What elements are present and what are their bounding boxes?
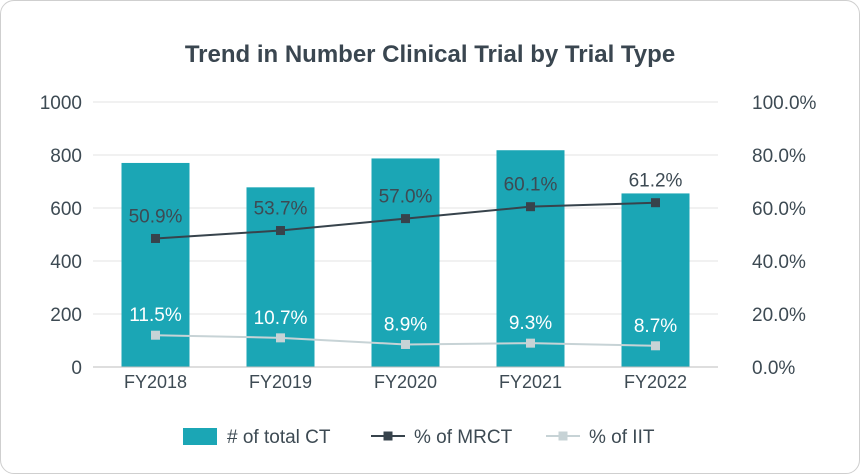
bar xyxy=(496,150,565,367)
mrct-marker xyxy=(151,233,160,243)
y-left-tick-label: 0 xyxy=(71,358,82,379)
y-left-tick-label: 600 xyxy=(50,199,82,220)
x-tick-label: FY2018 xyxy=(124,372,187,392)
y-right-tick-label: 60.0% xyxy=(752,199,806,220)
mrct-marker xyxy=(401,214,410,224)
iit-marker xyxy=(526,338,535,348)
x-tick-label: FY2022 xyxy=(624,372,687,392)
mrct-marker xyxy=(651,198,660,208)
y-right-tick-label: 20.0% xyxy=(752,305,806,326)
mrct-data-label: 53.7% xyxy=(254,199,308,220)
y-axis-right: 0.0% 20.0% 40.0% 60.0% 80.0% 100.0% xyxy=(752,93,817,379)
iit-data-label: 10.7% xyxy=(254,308,308,329)
x-axis: FY2018 FY2019 FY2020 FY2021 FY2022 xyxy=(93,366,718,392)
iit-data-label: 8.9% xyxy=(384,314,427,335)
mrct-marker xyxy=(526,202,535,212)
y-left-tick-label: 200 xyxy=(50,305,82,326)
iit-marker xyxy=(276,333,285,343)
y-right-tick-label: 100.0% xyxy=(752,93,817,114)
legend: # of total CT % of MRCT % of IIT xyxy=(183,427,655,448)
y-right-tick-label: 80.0% xyxy=(752,146,806,167)
legend-label-total-ct: # of total CT xyxy=(227,427,331,448)
x-tick-label: FY2021 xyxy=(499,372,562,392)
chart-title: Trend in Number Clinical Trial by Trial … xyxy=(185,41,675,68)
legend-iit-marker xyxy=(558,431,568,441)
y-axis-left: 0 200 400 600 800 1000 xyxy=(40,93,82,379)
x-tick-label: FY2019 xyxy=(249,372,312,392)
legend-label-mrct: % of MRCT xyxy=(414,427,513,448)
y-right-tick-label: 0.0% xyxy=(752,358,795,379)
legend-label-iit: % of IIT xyxy=(589,427,655,448)
y-left-tick-label: 400 xyxy=(50,252,82,273)
y-left-tick-label: 800 xyxy=(50,146,82,167)
legend-mrct-marker xyxy=(383,431,393,441)
bar xyxy=(371,158,440,367)
x-tick-label: FY2020 xyxy=(374,372,437,392)
mrct-data-label: 61.2% xyxy=(629,171,683,192)
bar xyxy=(621,193,690,367)
mrct-data-label: 60.1% xyxy=(504,175,558,196)
line-series xyxy=(151,198,660,351)
y-left-tick-label: 1000 xyxy=(40,93,82,114)
iit-data-label: 8.7% xyxy=(634,316,677,337)
mrct-data-label: 50.9% xyxy=(129,206,183,227)
iit-data-label: 11.5% xyxy=(129,305,182,326)
iit-marker xyxy=(401,339,410,349)
mrct-data-label: 57.0% xyxy=(379,187,433,208)
y-right-tick-label: 40.0% xyxy=(752,252,806,273)
mrct-marker xyxy=(276,226,285,236)
legend-bar-swatch xyxy=(183,428,217,445)
iit-marker xyxy=(651,341,660,351)
iit-marker xyxy=(151,330,160,340)
iit-data-label: 9.3% xyxy=(509,313,552,334)
data-labels: 50.9% 53.7% 57.0% 60.1% 61.2% 11.5% 10.7% 8.9% 9… xyxy=(129,171,683,337)
